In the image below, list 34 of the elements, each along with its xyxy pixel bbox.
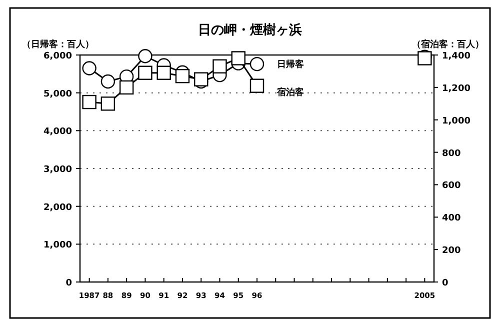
point: [138, 66, 152, 80]
chart-title: 日の岬・煙樹ヶ浜: [198, 22, 302, 38]
y-tick-label: 0: [66, 278, 72, 288]
point: [100, 96, 116, 111]
point: [82, 94, 96, 110]
y-tick-label: 1,000: [44, 240, 72, 251]
y2-tick-label: 1,200: [442, 84, 470, 94]
y2-tick-label: 600: [442, 181, 461, 192]
point: [82, 61, 96, 76]
y2-tick-label: 200: [442, 246, 461, 256]
y2-tick-label: 800: [442, 148, 461, 159]
y2-axis-title: （宿泊客：百人）: [412, 39, 484, 50]
y2-tick-label: 1,000: [442, 116, 470, 126]
point: [119, 80, 134, 95]
point: [175, 68, 190, 84]
series-label: 日帰客: [277, 59, 304, 70]
series-label: 宿泊客: [276, 86, 304, 98]
point: [250, 78, 264, 93]
point: [100, 74, 116, 89]
point: [194, 72, 208, 86]
point: [156, 66, 171, 80]
point: [138, 49, 152, 64]
point: [231, 51, 246, 66]
y2-tick-label: 0: [442, 278, 448, 288]
y-tick-label: 4,000: [44, 127, 72, 138]
y-tick-label: 3,000: [44, 165, 72, 175]
y2-tick-label: 1,400: [442, 52, 470, 62]
y2-tick-label: 400: [442, 214, 461, 224]
y-tick-label: 2,000: [44, 202, 72, 213]
y-tick-label: 5,000: [44, 89, 72, 100]
point: [212, 59, 227, 74]
y-tick-label: 6,000: [44, 52, 72, 62]
point: [250, 56, 264, 72]
y-axis-title: （日帰客：百人）: [22, 39, 94, 50]
